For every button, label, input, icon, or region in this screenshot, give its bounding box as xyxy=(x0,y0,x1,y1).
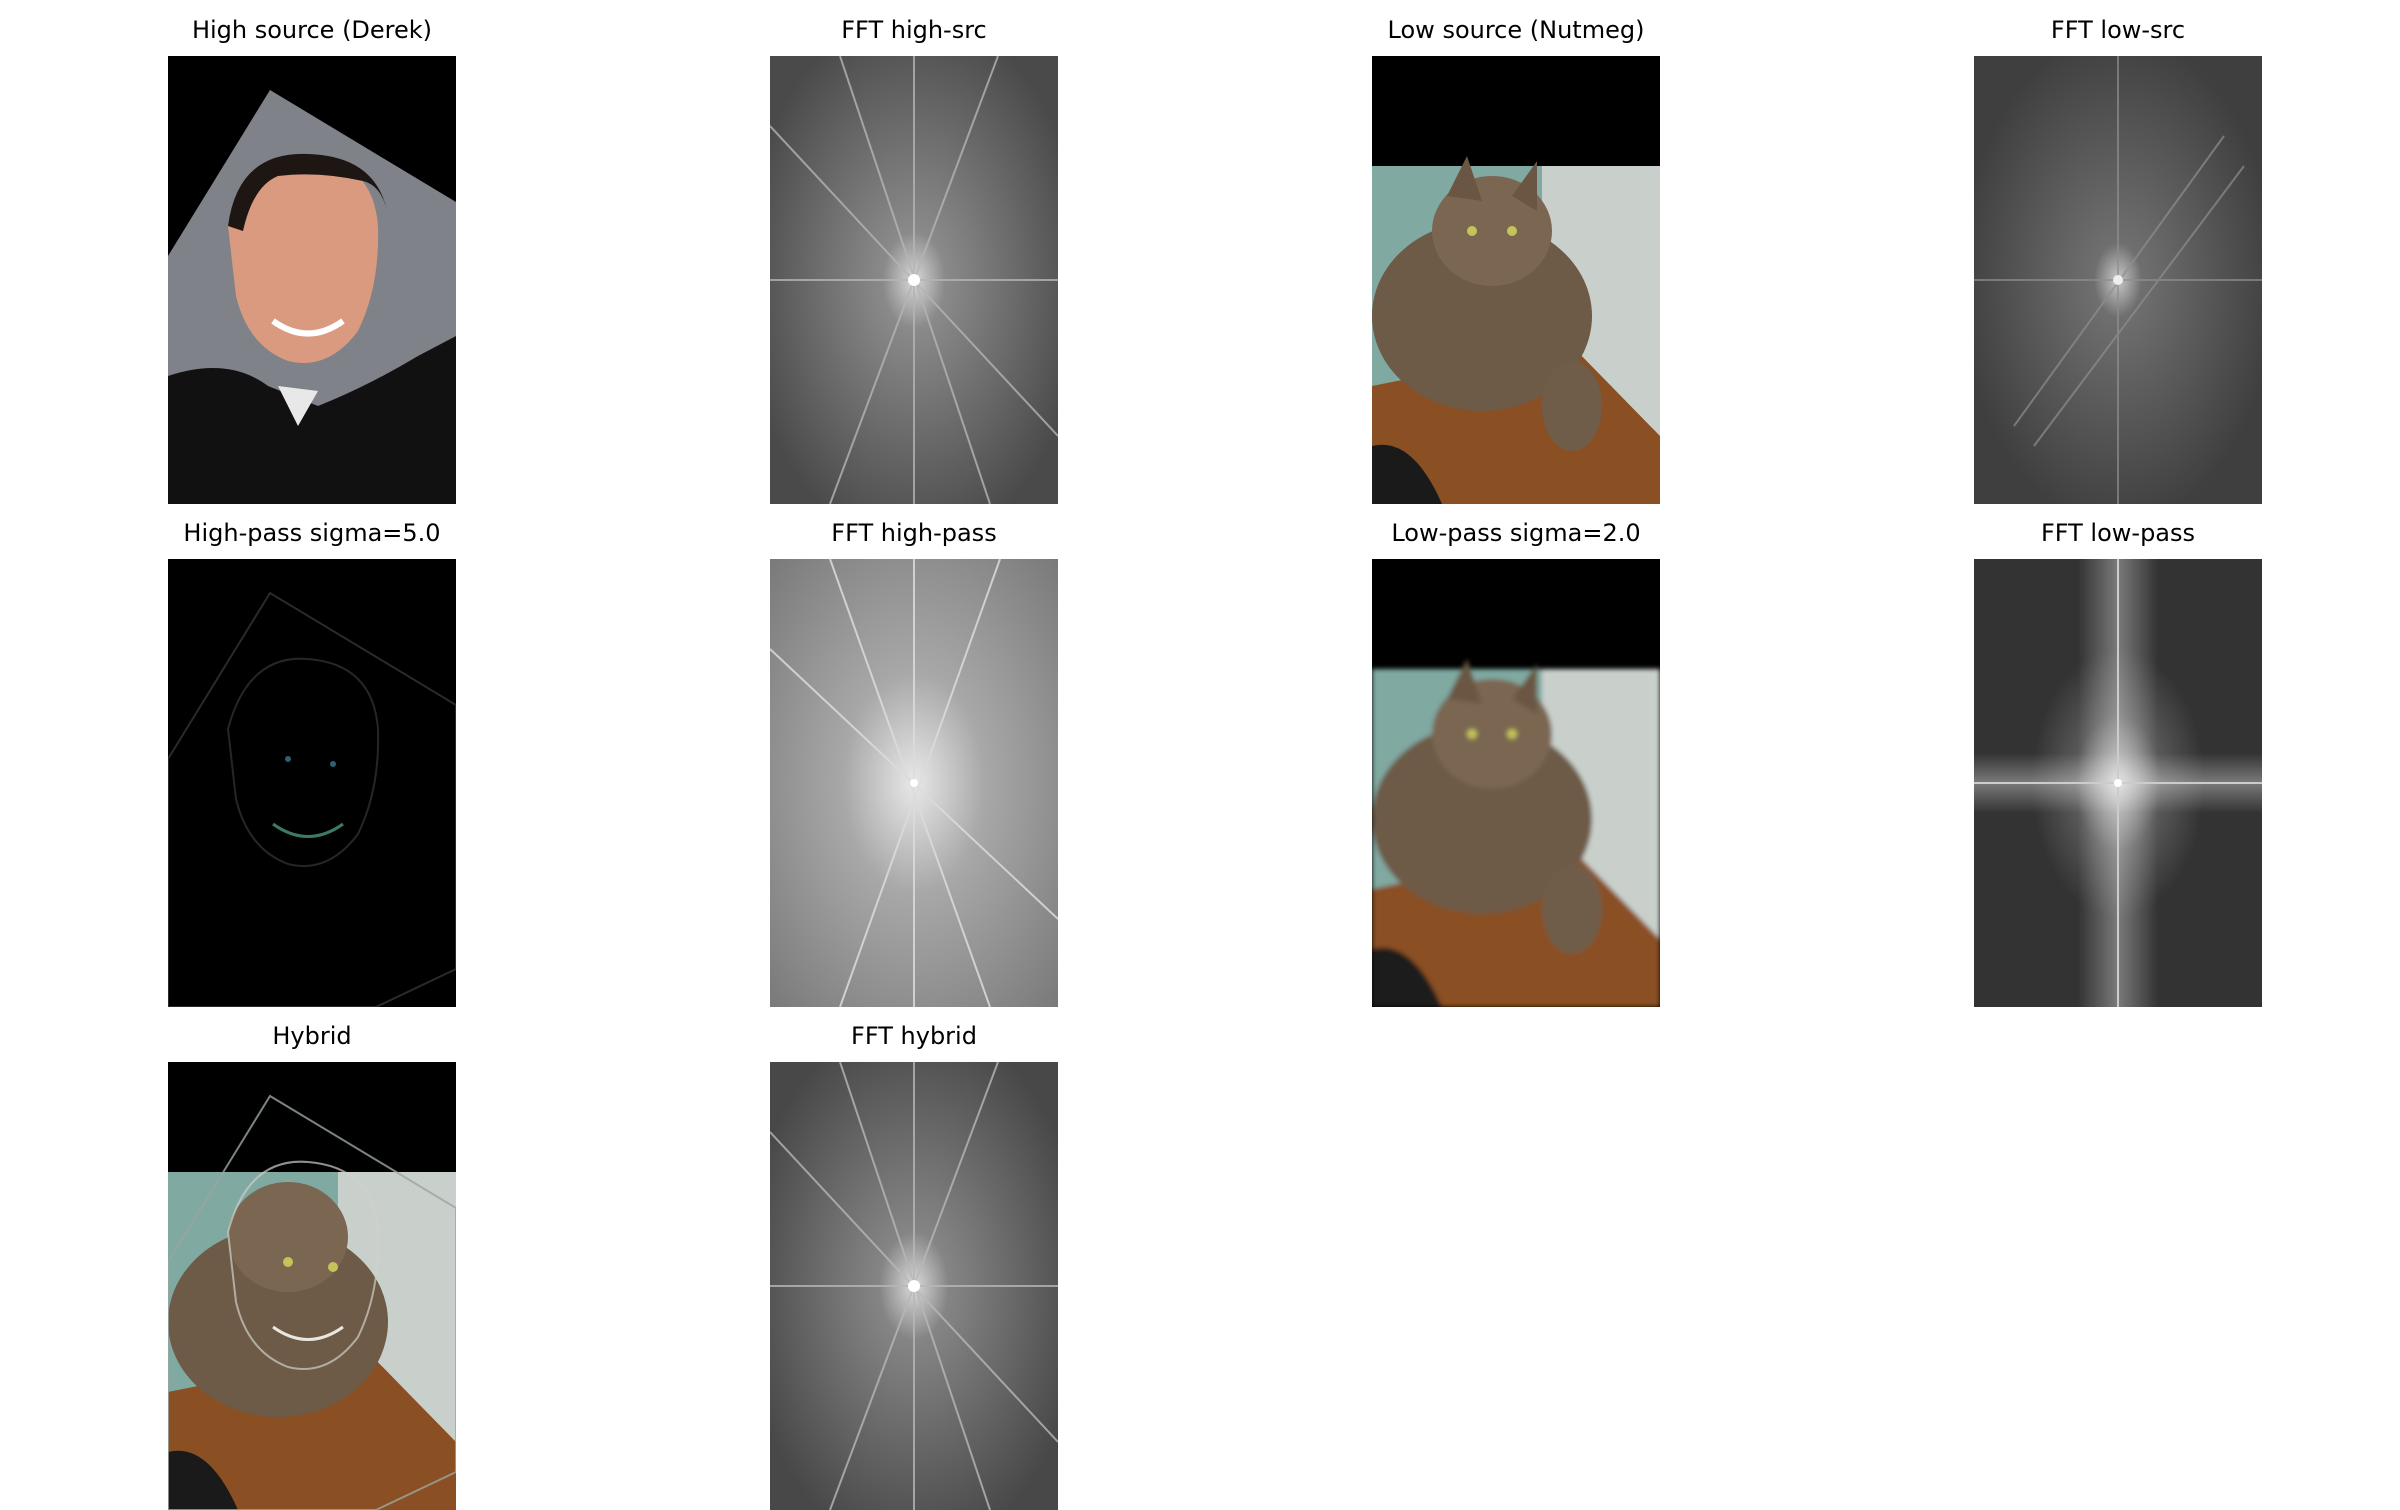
panel-title: FFT low-src xyxy=(2050,16,2186,44)
panel-title: Hybrid xyxy=(272,1022,352,1050)
portrait-image xyxy=(168,56,456,504)
fft-spectrum-image xyxy=(770,1062,1058,1510)
fft-spectrum-image xyxy=(1974,559,2262,1007)
edge-map-image xyxy=(168,559,456,1007)
panel-title: Low-pass sigma=2.0 xyxy=(1391,519,1641,547)
panel-title: FFT high-src xyxy=(841,16,987,44)
panel-title: FFT high-pass xyxy=(831,519,997,547)
panel-title: High source (Derek) xyxy=(191,16,433,44)
fft-spectrum-image xyxy=(770,56,1058,504)
fft-spectrum-image xyxy=(770,559,1058,1007)
fft-spectrum-image xyxy=(1974,56,2262,504)
cat-image xyxy=(1372,56,1660,504)
panel-title: FFT hybrid xyxy=(851,1022,977,1050)
panel-title: Low source (Nutmeg) xyxy=(1387,16,1645,44)
panel-title: High-pass sigma=5.0 xyxy=(183,519,441,547)
blurred-cat-image xyxy=(1372,559,1660,1007)
hybrid-image xyxy=(168,1062,456,1510)
panel-title: FFT low-pass xyxy=(2040,519,2196,547)
